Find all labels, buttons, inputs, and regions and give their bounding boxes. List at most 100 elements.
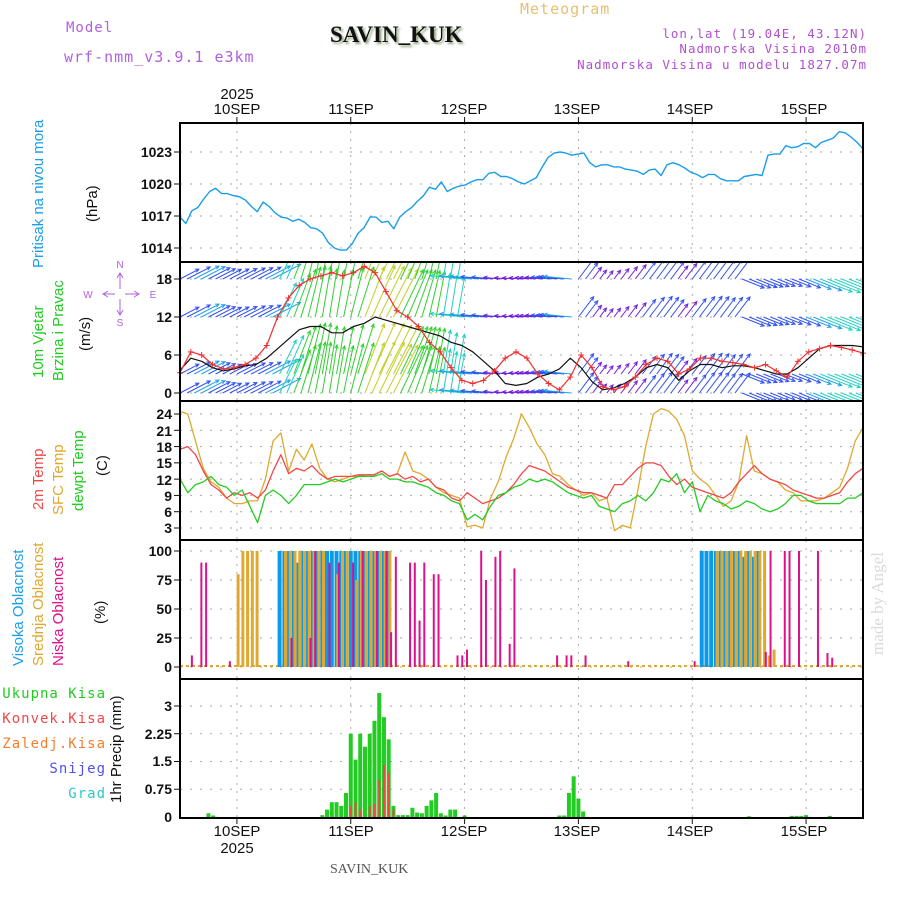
wind-arrow <box>627 361 638 375</box>
wind-arrow <box>392 269 419 318</box>
precip-tick-3: 3 <box>164 698 172 714</box>
wind-arrow <box>392 326 419 375</box>
wind-arrow <box>656 262 671 280</box>
wind-arrow <box>293 262 301 280</box>
station-title: SAVIN_KUK <box>330 22 463 47</box>
wind-arrow <box>236 306 258 318</box>
wind-arrow-head <box>535 275 541 280</box>
wind-arrow-head <box>816 322 822 327</box>
wind-arrow <box>606 308 614 318</box>
cloud-bar-mid <box>293 551 297 667</box>
cloud-bar-low <box>200 562 203 667</box>
cloud-bar-mid <box>307 551 311 667</box>
wind-gust-marker <box>448 364 455 371</box>
wind-arrow <box>606 365 614 375</box>
wind-arrow-head <box>307 236 310 240</box>
wind-arrow-head <box>524 389 530 394</box>
frame-temp <box>179 400 864 541</box>
top-day-label-5: 15SEP <box>781 101 828 118</box>
wind-arrow <box>236 268 258 280</box>
cloud-bar-low <box>764 651 767 667</box>
cloud-bar-mid <box>767 655 771 667</box>
wind-arrow <box>820 392 842 401</box>
wind-arrow <box>677 265 689 280</box>
wind-tick-0: 0 <box>164 385 172 401</box>
wind-gust-marker <box>480 377 487 384</box>
wind-arrow-head <box>381 229 384 233</box>
bottom-day-label-5: 15SEP <box>781 823 828 840</box>
wind-arrow <box>677 360 689 375</box>
wind-arrow <box>258 266 282 280</box>
wind-arrow-head <box>432 326 437 332</box>
wind-arrow <box>720 262 735 280</box>
precip-bar-0 <box>348 733 353 817</box>
wind-arrow-head <box>731 353 736 359</box>
wind-arrow <box>855 373 863 378</box>
wind-arrow <box>407 269 429 318</box>
wind-arrow <box>741 316 765 327</box>
wind-gust-marker <box>654 355 661 362</box>
wind-arrow-head <box>436 326 442 332</box>
cloud-bar-mid <box>236 574 240 667</box>
cloud-bar-low <box>423 562 426 667</box>
wind-arrow <box>378 342 405 394</box>
cloud-bar-low <box>394 556 397 667</box>
wind-arrow-head <box>518 389 524 394</box>
cloud-bar-mid <box>241 551 245 667</box>
wind-arrow-head <box>360 323 365 329</box>
legend-total-rain: Ukupna Kisa <box>2 686 106 702</box>
wind-arrow <box>314 342 326 394</box>
cloud-bar-high <box>704 551 709 667</box>
cloud-bar-mid <box>303 551 307 667</box>
bottom-day-label-0: 10SEP <box>214 823 261 840</box>
wind-arrow-head <box>428 273 435 279</box>
wind-arrow <box>677 303 689 318</box>
wind-arrow <box>357 262 364 280</box>
wind-arrow <box>827 392 849 401</box>
wind-arrow-head <box>441 327 447 333</box>
wind-arrow <box>642 262 656 280</box>
cloud-bar-low <box>390 632 393 667</box>
cloud-bar-mid <box>359 551 363 667</box>
wind-arrow-head <box>252 306 258 311</box>
wind-arrow-head <box>710 295 716 301</box>
wind-arrow-head <box>261 362 267 367</box>
wind-arrow <box>250 305 274 318</box>
wind-arrow <box>543 370 572 375</box>
wind-arrow-head <box>401 229 404 233</box>
wind-arrow-head <box>538 369 544 375</box>
wind-arrows <box>180 229 896 401</box>
wind-arrow <box>265 265 291 280</box>
wind-arrow <box>827 278 861 293</box>
wind-arrow <box>720 297 736 318</box>
wind-arrow <box>741 373 765 384</box>
wind-arrow <box>634 302 647 318</box>
wind-arrow <box>186 380 211 394</box>
wind-arrow <box>791 373 812 383</box>
wind-arrow <box>483 276 501 280</box>
precip-bar-0 <box>571 776 576 817</box>
wind-arrow-head <box>194 363 200 368</box>
wind-arrow-head <box>292 282 297 288</box>
wind-arrow-head <box>449 312 455 317</box>
wind-arrow-head <box>892 327 896 330</box>
wind-arrow <box>343 345 354 394</box>
wind-arrow <box>706 372 723 394</box>
wind-arrow <box>784 373 803 382</box>
model-elevation-label: Nadmorska Visina u modelu 1827.07m <box>577 57 867 72</box>
wind-arrow <box>321 342 332 394</box>
wind-arrow-head <box>518 275 524 280</box>
cloud-bar-low <box>797 551 800 667</box>
wind-gust-marker <box>545 380 552 387</box>
wind-arrow-head <box>609 365 614 370</box>
cloud-bar-high <box>699 551 704 667</box>
cloud-bar-mid <box>250 551 254 667</box>
wind-arrow-head <box>493 389 499 395</box>
precip-bar-0 <box>462 815 467 817</box>
wind-arrow-head <box>642 358 647 364</box>
wind-arrow <box>208 305 231 318</box>
wind-arrow <box>509 391 522 394</box>
wind-gust-marker <box>588 364 595 371</box>
pressure-line <box>179 130 864 251</box>
wind-tick-18: 18 <box>156 271 172 287</box>
